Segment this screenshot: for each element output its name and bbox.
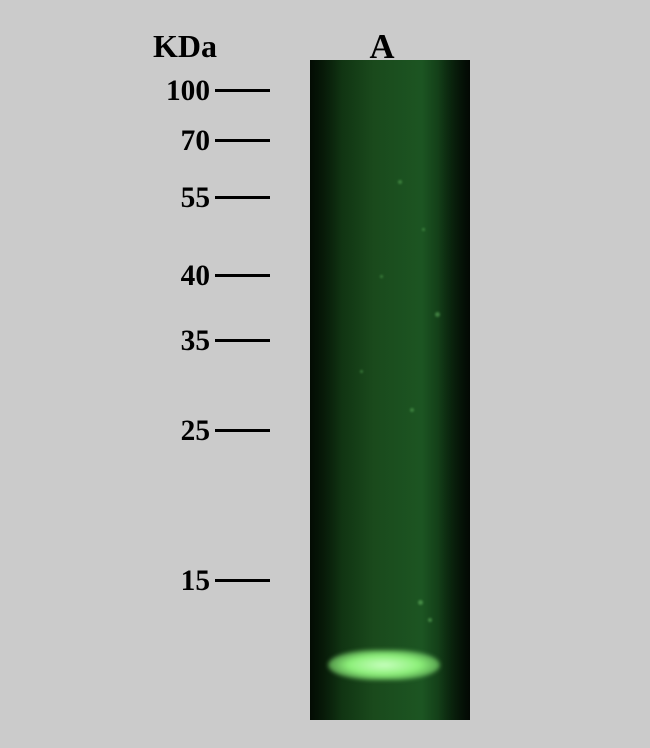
ladder-label: 15 (181, 565, 210, 598)
ladder-tick (215, 429, 270, 432)
ladder-tick (215, 339, 270, 342)
lane-speck (435, 312, 440, 317)
lane-speck (380, 275, 383, 278)
lane-a-bg-h (310, 60, 470, 720)
lane-speck (422, 228, 425, 231)
lane-speck (410, 408, 414, 412)
blot-figure: KDa A 100705540352515 (0, 0, 650, 748)
ladder-label: 55 (181, 182, 210, 215)
lane-speck (428, 618, 432, 622)
lane-speck (398, 180, 402, 184)
ladder-tick (215, 274, 270, 277)
ladder-tick (215, 89, 270, 92)
lane-a-band (328, 650, 440, 680)
ladder-label: 25 (181, 415, 210, 448)
lane-a (310, 60, 470, 720)
ladder-label: 100 (166, 75, 210, 108)
lane-speck (360, 370, 363, 373)
ladder-tick (215, 139, 270, 142)
ladder-label: 35 (181, 325, 210, 358)
ladder-tick (215, 196, 270, 199)
lane-speck (418, 600, 423, 605)
ladder-unit-label: KDa (135, 28, 235, 65)
ladder-tick (215, 579, 270, 582)
ladder-label: 40 (181, 260, 210, 293)
ladder-label: 70 (181, 125, 210, 158)
